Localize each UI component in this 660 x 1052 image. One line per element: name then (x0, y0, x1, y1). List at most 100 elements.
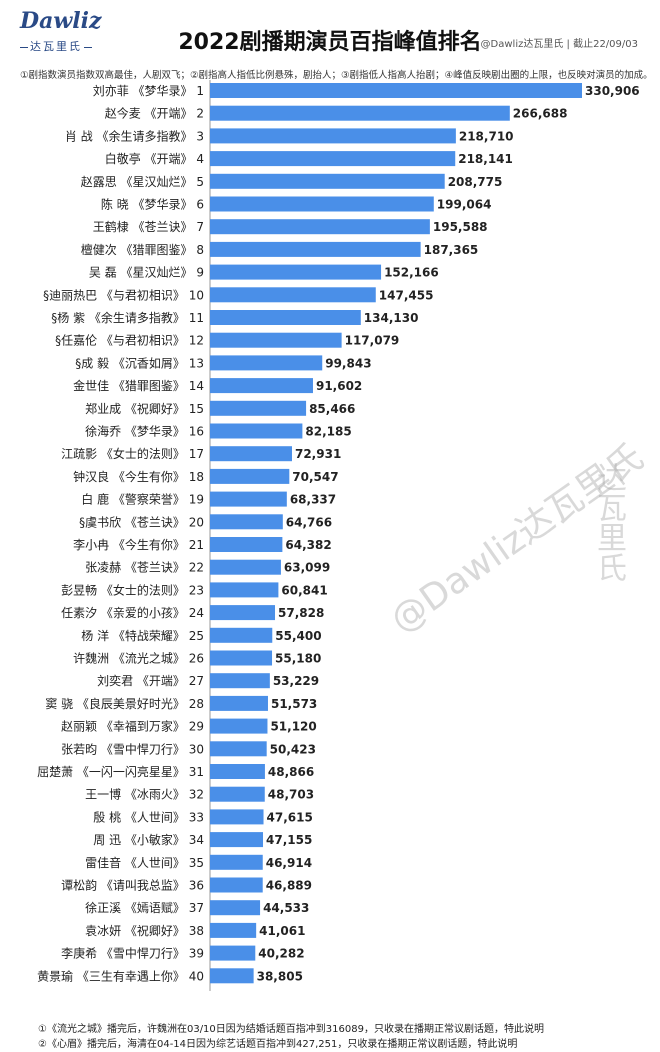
footnotes: ①《流光之城》播完后，许魏洲在03/10日因为结婚话题百指冲到316089，只收… (38, 1022, 648, 1052)
category-label: 赵今麦 《开端》 2 (105, 106, 204, 121)
category-label: 刘亦菲 《梦华录》 1 (93, 83, 204, 98)
value-label: 51,120 (270, 720, 316, 734)
value-label: 55,180 (275, 652, 321, 666)
value-label: 57,828 (278, 606, 324, 620)
category-label: 袁冰妍 《祝卿好》 38 (85, 924, 204, 938)
bar (210, 491, 287, 507)
chart-notes: ①剧指数演员指数双高最佳，人剧双飞；②剧指高人指低比例悬殊，剧抬人；③剧指低人指… (20, 70, 650, 81)
bar (210, 673, 270, 689)
value-label: 218,710 (459, 129, 514, 143)
bar (210, 695, 268, 711)
category-label: 白敬亭 《开端》 4 (105, 151, 204, 166)
value-label: 208,775 (448, 175, 503, 189)
footnote-1: ①《流光之城》播完后，许魏洲在03/10日因为结婚话题百指冲到316089，只收… (38, 1024, 544, 1035)
value-label: 91,602 (316, 379, 362, 393)
category-label: 赵露思 《星汉灿烂》 5 (81, 175, 204, 189)
category-label: 白 鹿 《警察荣誉》 19 (81, 492, 204, 507)
value-label: 47,615 (267, 810, 313, 824)
bar (210, 310, 361, 325)
logo-subtitle: 达瓦里氏 (14, 38, 98, 54)
value-label: 48,866 (268, 765, 314, 779)
value-label: 48,703 (268, 788, 314, 802)
value-label: 82,185 (305, 425, 351, 439)
bar (210, 446, 292, 462)
bar (210, 605, 276, 621)
category-label: 屈楚萧 《一闪一闪亮星星》 31 (37, 764, 204, 779)
category-label: §成 毅 《沉香如屑》 13 (75, 355, 204, 370)
bar (210, 559, 281, 575)
value-label: 50,423 (270, 742, 316, 756)
value-label: 134,130 (364, 311, 419, 325)
category-label: 黄景瑜 《三生有幸遇上你》 40 (37, 968, 204, 983)
category-label: 张凌赫 《苍兰诀》 22 (85, 561, 204, 575)
value-label: 187,365 (424, 243, 479, 257)
bar (210, 627, 273, 643)
value-label: 46,914 (266, 856, 312, 870)
category-label: 彭昱畅 《女士的法则》 23 (61, 582, 204, 597)
category-label: 陈 晓 《梦华录》 6 (101, 197, 204, 212)
bar (210, 900, 261, 916)
value-label: 51,573 (271, 697, 317, 711)
bar (210, 741, 267, 757)
bar (210, 219, 430, 235)
bar (210, 378, 313, 394)
bar (210, 264, 382, 280)
bar (210, 764, 265, 779)
category-label: §迪丽热巴 《与君初相识》 10 (43, 288, 204, 302)
bar (210, 786, 265, 802)
bar (210, 332, 342, 348)
bar (210, 355, 323, 371)
value-label: 152,166 (384, 266, 439, 280)
watermark-vertical: 达瓦里氏 (591, 462, 626, 582)
value-label: 68,337 (290, 493, 336, 507)
value-label: 60,841 (281, 583, 327, 597)
category-label: 王一博 《冰雨火》 32 (85, 787, 204, 802)
bar (210, 423, 303, 439)
bar (210, 400, 307, 416)
category-label: 王鹤棣 《苍兰诀》 7 (93, 219, 204, 234)
category-label: §虞书欣 《苍兰诀》 20 (79, 515, 204, 529)
category-label: §杨 紫 《余生请多指教》 11 (51, 310, 204, 325)
value-label: 330,906 (585, 84, 640, 98)
category-label: §任嘉伦 《与君初相识》 12 (55, 333, 204, 348)
value-label: 63,099 (284, 561, 330, 575)
value-label: 46,889 (266, 879, 312, 893)
category-label: 肖 战 《余生请多指教》 3 (65, 128, 204, 143)
category-label: 刘奕君 《开端》 27 (97, 673, 204, 688)
value-label: 99,843 (325, 356, 371, 370)
bar (210, 128, 456, 144)
source-label: @Dawliz达瓦里氏 | 截止22/09/03 (480, 39, 638, 50)
bar (210, 968, 254, 984)
dawliz-logo: Dawliz 达瓦里氏 (14, 8, 102, 56)
value-label: 44,533 (263, 901, 309, 915)
category-label: 谭松韵 《请叫我总监》 36 (61, 878, 204, 893)
value-label: 199,064 (437, 198, 492, 212)
bar (210, 877, 263, 893)
value-label: 47,155 (266, 833, 312, 847)
value-label: 85,466 (309, 402, 355, 416)
value-label: 218,141 (458, 152, 513, 166)
bar (210, 650, 273, 666)
chart-title: 2022剧播期演员百指峰值排名 (178, 30, 482, 55)
category-label: 杨 洋 《特战荣耀》 25 (81, 628, 204, 643)
category-label: 郑业成 《祝卿好》 15 (85, 401, 204, 416)
category-label: 任素汐 《亲爱的小孩》 24 (61, 605, 204, 620)
category-label: 檀健次 《猎罪图鉴》 8 (81, 242, 204, 257)
category-label: 吴 磊 《星汉灿烂》 9 (89, 266, 204, 280)
logo-text: Dawliz (20, 8, 102, 34)
bar (210, 922, 257, 938)
value-label: 64,382 (285, 538, 331, 552)
category-label: 李小冉 《今生有你》 21 (73, 537, 204, 552)
bar (210, 241, 421, 257)
category-label: 许魏洲 《流光之城》 26 (73, 651, 204, 666)
bar (210, 582, 279, 598)
category-label: 金世佳 《猎罪图鉴》 14 (73, 378, 204, 393)
bar (210, 173, 445, 189)
bar (210, 105, 510, 121)
bar (210, 83, 582, 98)
value-label: 41,061 (259, 924, 305, 938)
bar-chart: 刘亦菲 《梦华录》 1 330,906 赵今麦 《开端》 2 266,688 肖 战 《… (37, 80, 640, 991)
category-label: 李庚希 《雪中悍刀行》 39 (61, 946, 204, 961)
bar (210, 945, 256, 961)
category-label: 钟汉良 《今生有你》 18 (73, 469, 204, 484)
